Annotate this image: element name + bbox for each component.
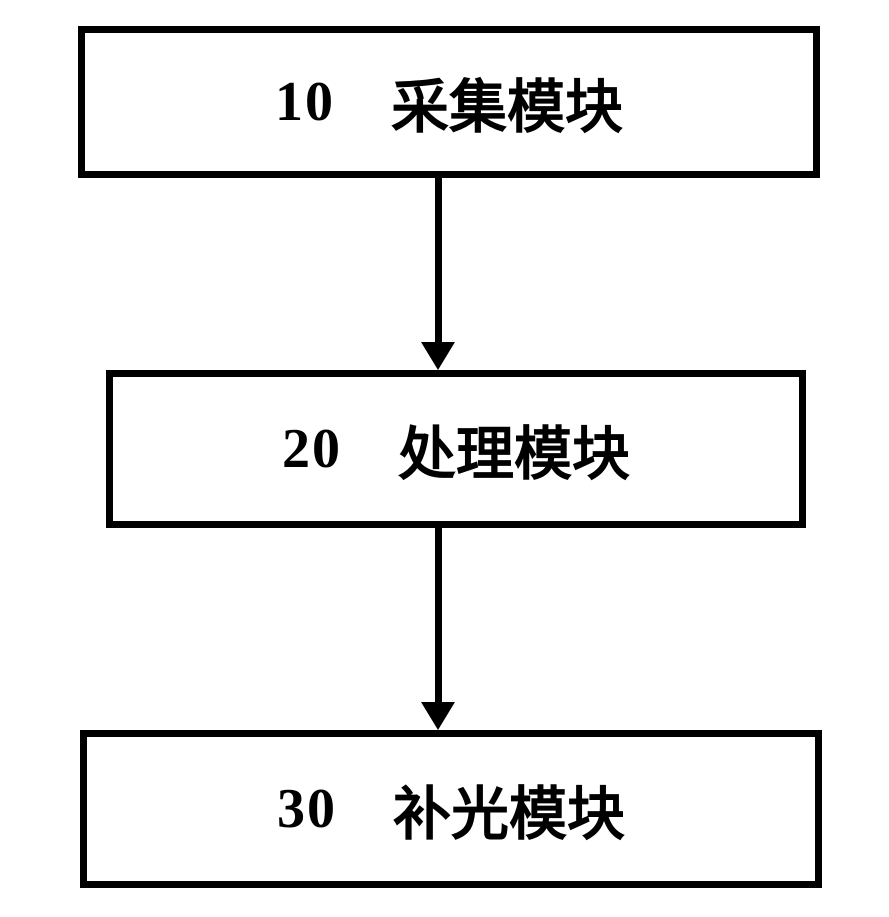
flowchart-arrow-10-20	[421, 178, 455, 370]
node-number: 10	[275, 70, 335, 134]
node-label: 补光模块	[393, 767, 625, 851]
flowchart-arrow-20-30	[421, 528, 455, 730]
flowchart-node-20: 20 处理模块	[106, 370, 806, 528]
node-number: 30	[277, 777, 337, 841]
flowchart-node-10: 10 采集模块	[78, 26, 820, 178]
node-label: 采集模块	[391, 60, 623, 144]
arrow-head	[421, 702, 455, 730]
flowchart-node-30: 30 补光模块	[80, 730, 822, 888]
flowchart-canvas: 10 采集模块 20 处理模块 30 补光模块	[0, 0, 889, 917]
arrow-head	[421, 342, 455, 370]
node-label: 处理模块	[398, 407, 630, 491]
arrow-shaft	[435, 178, 442, 342]
arrow-shaft	[435, 528, 442, 702]
node-number: 20	[282, 417, 342, 481]
